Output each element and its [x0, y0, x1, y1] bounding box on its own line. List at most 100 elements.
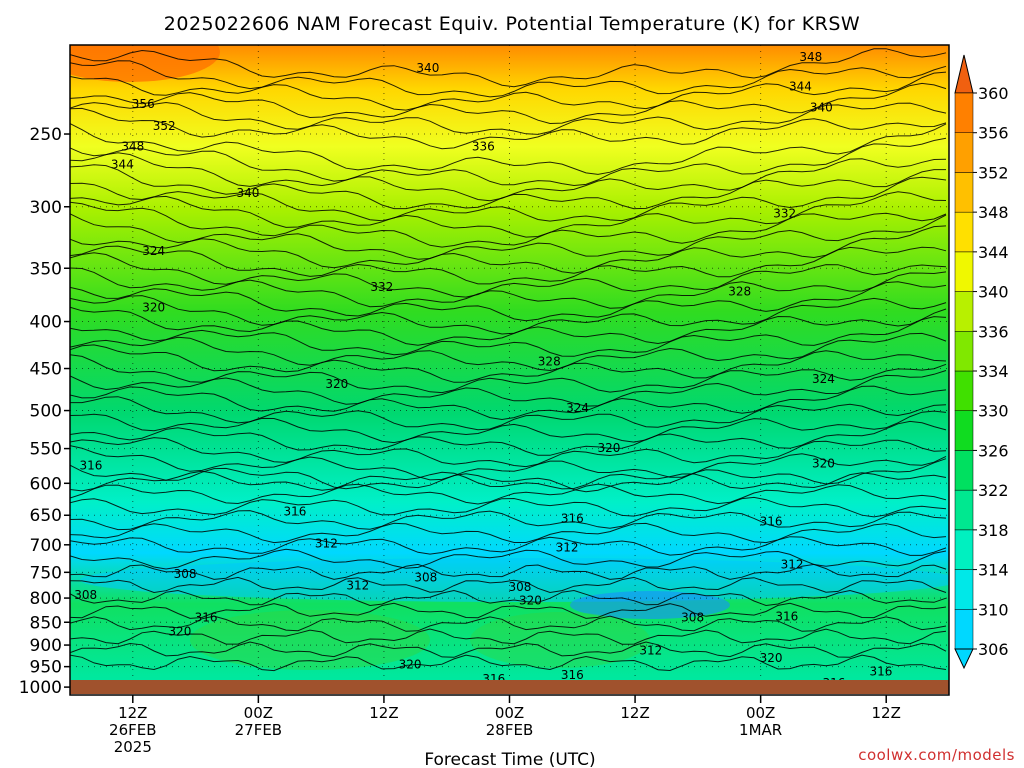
contour-line	[70, 225, 947, 274]
y-tick-label: 500	[30, 402, 62, 422]
contour-line	[70, 589, 947, 607]
contour-line	[70, 563, 947, 580]
contour-line	[70, 191, 947, 238]
colorbar-segment	[954, 251, 974, 292]
contour-label: 320	[142, 300, 165, 314]
contour-line	[70, 602, 947, 619]
x-tick-label: 00Z	[746, 704, 775, 722]
contour-line	[70, 496, 947, 518]
contour-line	[70, 628, 947, 645]
contour-line	[70, 101, 947, 135]
x-tick-label: 12Z	[118, 704, 147, 722]
y-tick-label: 1000	[19, 678, 62, 698]
contour-line	[70, 354, 947, 394]
y-tick-label: 300	[30, 198, 62, 218]
colorbar-label: 322	[978, 481, 1009, 500]
contour-label: 340	[236, 186, 259, 200]
colorbar-label: 330	[978, 402, 1009, 421]
colorbar-label: 340	[978, 283, 1009, 302]
contour-label: 308	[509, 580, 532, 594]
x-tick-label: 28FEB	[486, 721, 533, 739]
contour-label: 312	[639, 643, 662, 657]
contour-label: 320	[597, 441, 620, 455]
contour-label: 320	[812, 457, 835, 471]
contour-label: 356	[132, 97, 155, 111]
colorbar-label: 348	[978, 203, 1009, 222]
colorbar-segment	[954, 489, 974, 531]
contour-label: 316	[79, 459, 102, 473]
contour-line	[70, 483, 947, 505]
colorbar-segment	[954, 569, 974, 610]
contour-line	[70, 82, 947, 125]
contour-label: 344	[789, 80, 812, 94]
y-tick-label: 900	[30, 636, 62, 656]
y-tick-label: 400	[30, 313, 62, 333]
contour-label: 324	[812, 372, 835, 386]
x-tick-label: 2025	[114, 738, 152, 756]
colorbar-segment	[954, 211, 974, 253]
contour-line	[70, 470, 947, 492]
x-tick-label: 27FEB	[235, 721, 282, 739]
contour-line	[70, 437, 947, 468]
contour-line	[70, 654, 947, 672]
colorbar-label: 356	[978, 124, 1009, 143]
contour-line	[70, 445, 947, 481]
x-tick-label: 00Z	[495, 704, 524, 722]
contour-label: 324	[566, 401, 589, 415]
contour-label: 344	[111, 158, 134, 172]
contour-label: 324	[142, 244, 165, 258]
contour-line	[70, 164, 946, 210]
grid-lines	[70, 45, 949, 688]
chart-title: 2025022606 NAM Forecast Equiv. Potential…	[164, 13, 860, 35]
contour-line	[70, 107, 947, 150]
contour-label: 316	[284, 505, 307, 519]
contour-label: 308	[174, 567, 197, 581]
contour-line	[70, 410, 947, 444]
colorbar-segment	[954, 410, 974, 451]
x-tick-label: 12Z	[369, 704, 398, 722]
contour-line	[70, 316, 947, 357]
contour-line	[70, 201, 947, 248]
contour-line	[70, 344, 947, 383]
contour-label: 332	[773, 206, 796, 220]
contour-line	[70, 137, 947, 187]
contour-label: 320	[519, 594, 542, 608]
contour-line	[70, 385, 947, 421]
colorbar: 306 310 314 318 322 326 330 334 336 340 344 348 352 3…	[954, 54, 1009, 670]
contour-label: 316	[561, 668, 584, 682]
x-axis-label: Forecast Time (UTC)	[424, 750, 595, 768]
colorbar-segment	[954, 450, 974, 491]
x-tick-label: 1MAR	[739, 721, 782, 739]
contour-line	[70, 548, 947, 570]
contour-line	[70, 641, 947, 658]
contour-label: 348	[799, 50, 822, 64]
contour-label: 340	[416, 61, 439, 75]
colorbar-label: 326	[978, 441, 1009, 460]
x-tick-label: 12Z	[620, 704, 649, 722]
y-tick-label: 950	[30, 658, 62, 678]
ground-layer	[70, 680, 949, 694]
contour-line	[70, 213, 947, 260]
contour-label: 332	[370, 280, 393, 294]
contour-label: 348	[121, 140, 144, 154]
contour-line	[70, 245, 947, 285]
y-tick-label: 700	[30, 536, 62, 556]
contour-label: 316	[561, 511, 584, 525]
x-tick-label: 26FEB	[109, 721, 156, 739]
colorbar-label: 314	[978, 561, 1009, 580]
colorbar-segment	[954, 609, 974, 650]
contour-label: 320	[760, 651, 783, 665]
contour-line	[70, 48, 947, 88]
credit-text: coolwx.com/models	[858, 746, 1015, 764]
contour-line	[70, 458, 947, 493]
contour-label: 320	[168, 625, 191, 639]
contour-label: 308	[414, 571, 437, 585]
colorbar-label: 344	[978, 243, 1009, 262]
contour-label: 328	[728, 285, 751, 299]
contour-label: 328	[538, 354, 561, 368]
contour-label: 312	[781, 557, 804, 571]
colorbar-segment	[954, 291, 974, 332]
contour-line	[70, 176, 947, 222]
colorbar-top-arrow	[954, 54, 974, 94]
